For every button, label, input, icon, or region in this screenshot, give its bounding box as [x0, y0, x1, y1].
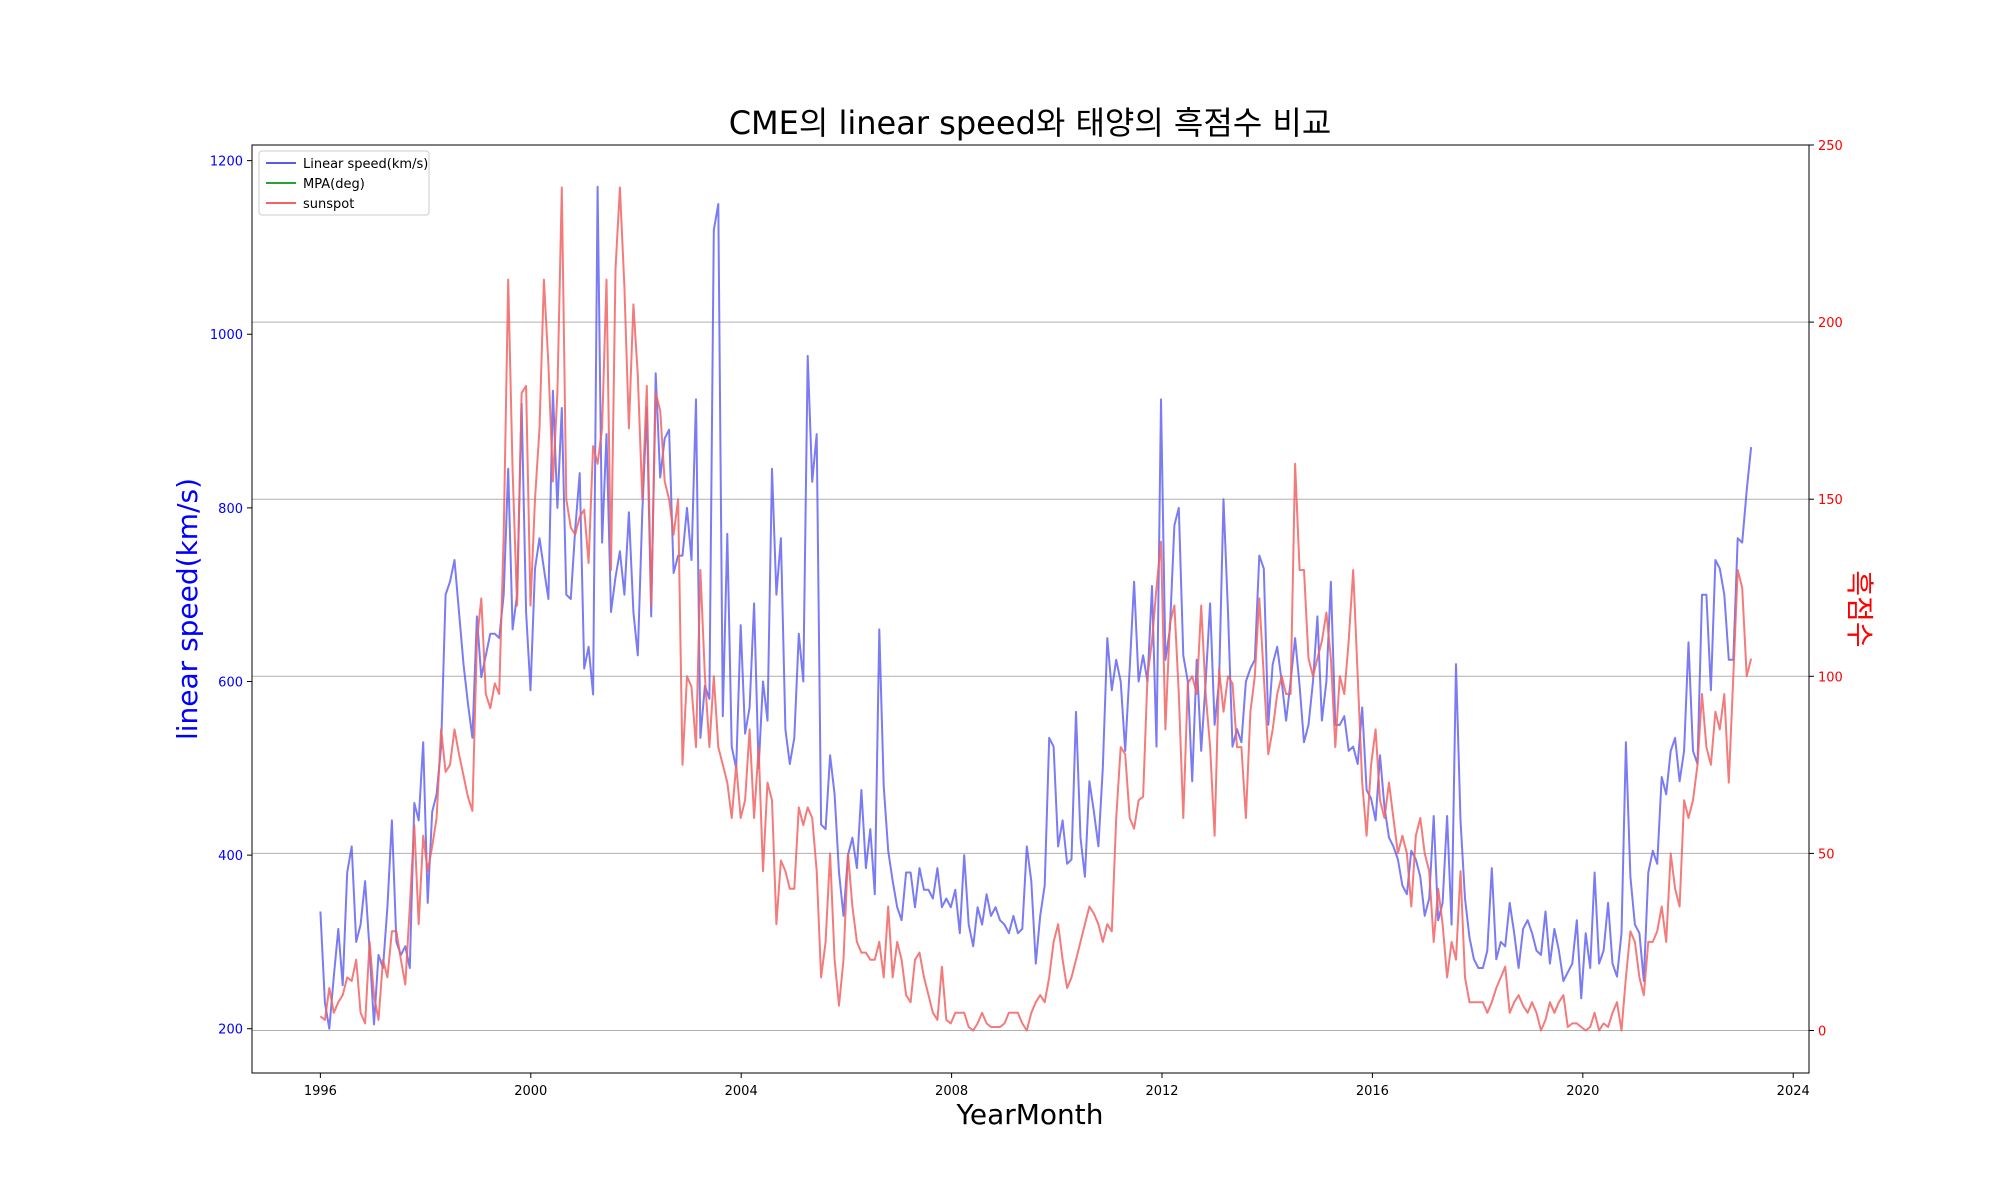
y-left-tick-label-0: 200	[218, 1023, 243, 1038]
legend-entry-speed: Linear speed(km/s)	[303, 157, 428, 172]
plot-frame	[251, 144, 1810, 1074]
y-left-tick-label-4: 1000	[210, 328, 243, 343]
chart-title: CME의 linear speed와 태양의 흑점수 비교	[729, 104, 1332, 142]
x-tick-label-6: 2020	[1566, 1084, 1599, 1099]
legend-entry-sunspot: sunspot	[303, 197, 354, 212]
y-right-tick-label-5: 250	[1818, 139, 1843, 154]
series-line-sunspot	[319, 186, 1753, 1032]
y-left-axis-label: linear speed(km/s)	[171, 478, 204, 740]
y-left-tick-label-1: 400	[218, 849, 243, 864]
x-axis-ticks: 1996 2000 2004 2008 2012 2016 2020 2024	[304, 1073, 1810, 1099]
legend-box	[258, 150, 430, 216]
y-right-tick-label-0: 0	[1818, 1024, 1826, 1039]
x-tick-label-7: 2024	[1777, 1084, 1810, 1099]
x-tick-label-2: 2004	[725, 1084, 758, 1099]
series-layer	[319, 185, 1753, 1032]
y-right-axis-label: 흑점수	[1843, 570, 1876, 647]
x-tick-label-1: 2000	[514, 1084, 547, 1099]
series-line-linear-speed	[319, 185, 1753, 1030]
y-left-tick-label-3: 800	[218, 502, 243, 517]
y-right-axis-ticks: 0 50 100 150 200 250	[1809, 139, 1843, 1039]
x-axis-label: YearMonth	[955, 1098, 1103, 1131]
y-right-tick-label-4: 200	[1818, 316, 1843, 331]
y-left-tick-label-5: 1200	[210, 155, 243, 170]
x-tick-label-4: 2012	[1145, 1084, 1178, 1099]
y-left-tick-label-2: 600	[218, 675, 243, 690]
y-right-tick-label-1: 50	[1818, 847, 1835, 862]
y-right-tick-label-2: 100	[1818, 670, 1843, 685]
grid	[252, 144, 1809, 1031]
y-left-axis-ticks: 200 400 600 800 1000 1200	[210, 155, 252, 1038]
legend-entry-mpa: MPA(deg)	[303, 177, 365, 192]
x-tick-label-0: 1996	[304, 1084, 337, 1099]
legend: Linear speed(km/s) MPA(deg) sunspot	[258, 150, 430, 216]
x-tick-label-5: 2016	[1356, 1084, 1389, 1099]
y-right-tick-label-3: 150	[1818, 493, 1843, 508]
x-tick-label-3: 2008	[935, 1084, 968, 1099]
